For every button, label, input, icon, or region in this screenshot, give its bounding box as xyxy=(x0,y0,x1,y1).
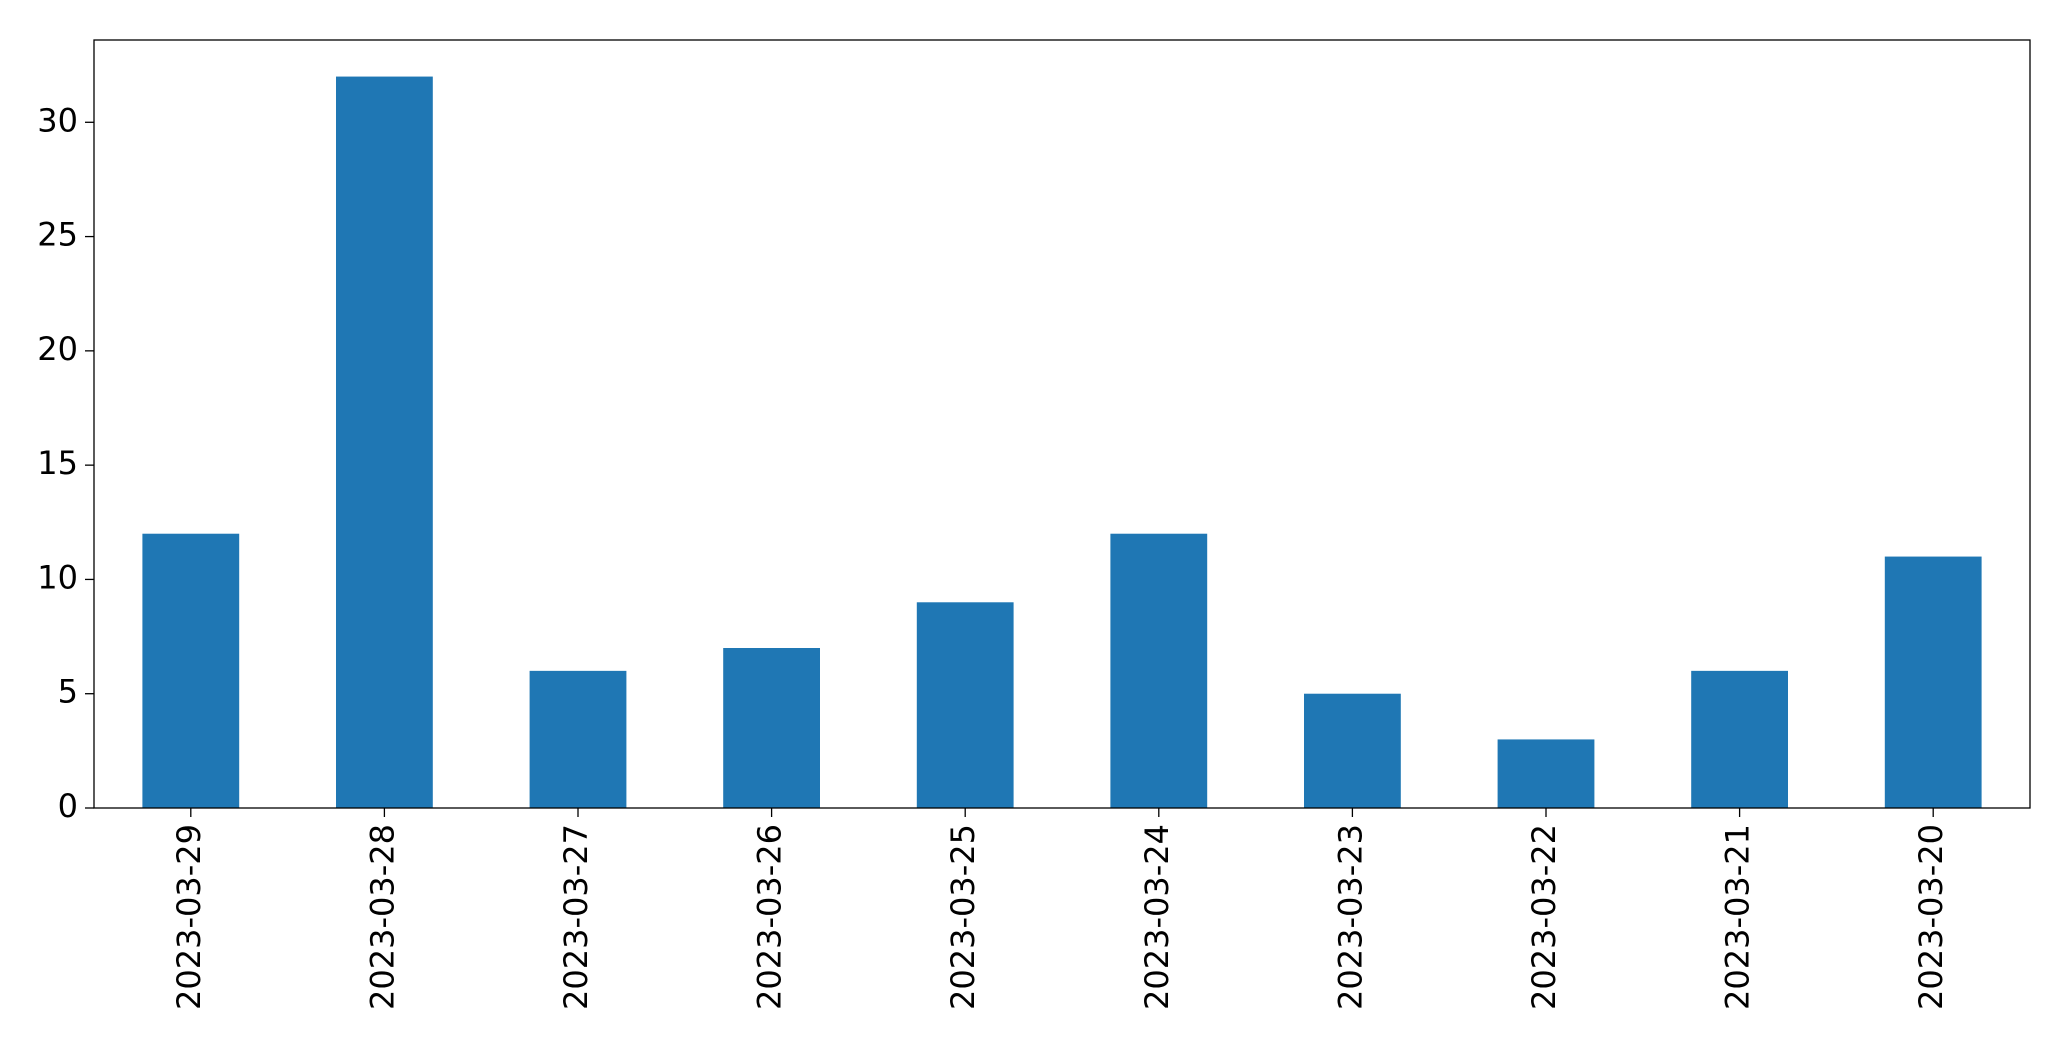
y-tick-label: 25 xyxy=(37,216,78,254)
bar xyxy=(1497,739,1595,808)
x-tick-label: 2023-03-24 xyxy=(1138,824,1176,1010)
bar xyxy=(723,648,820,808)
x-tick-label: 2023-03-26 xyxy=(751,824,789,1010)
x-tick-label: 2023-03-20 xyxy=(1912,824,1950,1010)
x-tick-label: 2023-03-29 xyxy=(170,824,208,1010)
y-tick-label: 15 xyxy=(37,444,78,482)
y-tick-label: 30 xyxy=(37,101,78,139)
x-tick-label: 2023-03-21 xyxy=(1719,824,1757,1010)
plot-frame xyxy=(93,39,2031,809)
x-tick-label: 2023-03-22 xyxy=(1525,824,1563,1010)
bar xyxy=(336,76,433,809)
x-tick-label: 2023-03-23 xyxy=(1331,824,1369,1010)
bar xyxy=(916,602,1014,808)
y-tick-label: 20 xyxy=(37,330,78,368)
y-tick-label: 0 xyxy=(58,787,78,825)
y-tick-label: 5 xyxy=(58,673,78,711)
x-tick-label: 2023-03-28 xyxy=(363,824,401,1010)
x-tick-label: 2023-03-25 xyxy=(944,824,982,1010)
bar xyxy=(1110,533,1208,808)
bar xyxy=(142,533,240,808)
bar xyxy=(529,670,627,808)
bar xyxy=(1884,556,1982,808)
bar xyxy=(1691,670,1788,808)
bar xyxy=(1304,693,1401,808)
y-tick-label: 10 xyxy=(37,558,78,596)
x-tick-label: 2023-03-27 xyxy=(557,824,595,1010)
